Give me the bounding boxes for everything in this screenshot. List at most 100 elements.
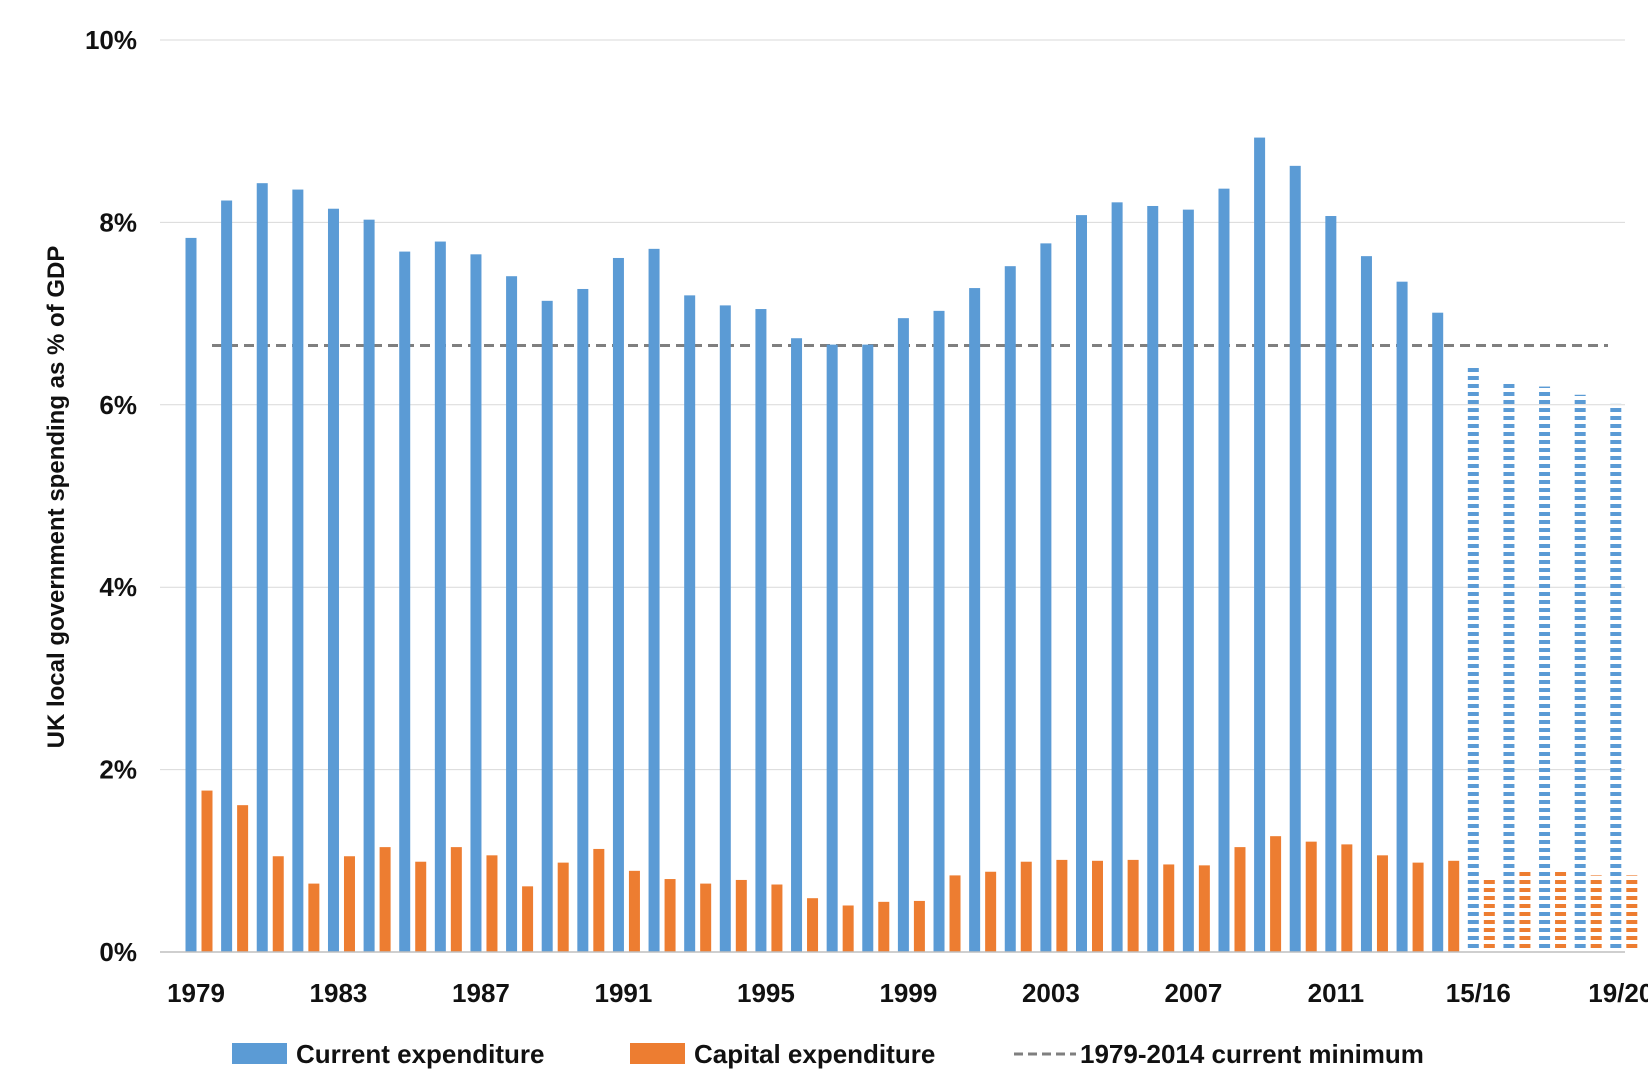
current-expenditure-bar-forecast — [1539, 386, 1551, 952]
current-expenditure-bar — [791, 338, 803, 952]
capital-expenditure-bar — [1341, 844, 1353, 952]
current-expenditure-bar — [933, 310, 945, 952]
legend-label-capital: Capital expenditure — [694, 1039, 935, 1069]
capital-expenditure-bar — [771, 884, 783, 952]
x-tick-label: 2007 — [1164, 978, 1222, 1008]
x-tick-label: 1983 — [310, 978, 368, 1008]
y-tick-label: 6% — [99, 390, 137, 420]
current-expenditure-bar-forecast — [1503, 381, 1515, 952]
capital-expenditure-bar — [1448, 860, 1460, 952]
capital-expenditure-bar — [985, 871, 997, 952]
current-expenditure-bar — [292, 189, 304, 952]
current-expenditure-bar — [256, 183, 268, 952]
current-expenditure-bar — [1396, 281, 1408, 952]
capital-expenditure-bar — [557, 862, 569, 952]
legend: Current expenditure Capital expenditure … — [232, 1039, 1424, 1069]
current-expenditure-bar — [577, 288, 589, 952]
capital-expenditure-bar — [450, 847, 462, 952]
capital-expenditure-bar — [735, 879, 747, 952]
legend-swatch-current — [232, 1043, 287, 1064]
capital-expenditure-bar — [237, 805, 249, 952]
capital-expenditure-bar — [343, 856, 355, 952]
current-expenditure-bar — [399, 251, 411, 953]
capital-expenditure-bar — [1127, 859, 1139, 952]
current-expenditure-bar — [1076, 215, 1087, 952]
capital-expenditure-bar-forecast — [1626, 875, 1638, 952]
x-tick-label: 1995 — [737, 978, 795, 1008]
capital-expenditure-bar-forecast — [1519, 869, 1531, 952]
x-tick-label: 2011 — [1308, 978, 1364, 1008]
x-tick-label: 1979 — [167, 978, 225, 1008]
capital-expenditure-bar-forecast — [1483, 876, 1495, 952]
current-expenditure-bar — [1004, 266, 1016, 952]
x-tick-label: 2003 — [1022, 978, 1080, 1008]
capital-expenditure-bar — [201, 790, 213, 952]
current-expenditure-bar — [1289, 165, 1301, 952]
current-expenditure-bar — [1040, 243, 1052, 953]
current-expenditure-bar-forecast — [1467, 367, 1479, 953]
capital-expenditure-bar — [1020, 861, 1032, 952]
capital-expenditure-bar — [1270, 836, 1282, 952]
current-expenditure-bar — [897, 318, 909, 952]
current-expenditure-bar — [1254, 137, 1266, 953]
current-expenditure-bar — [1360, 256, 1372, 952]
legend-label-reference: 1979-2014 current minimum — [1080, 1039, 1424, 1069]
capital-expenditure-bar — [1412, 862, 1424, 952]
legend-swatch-capital — [630, 1043, 685, 1064]
capital-expenditure-bar — [272, 856, 284, 952]
current-expenditure-bar — [185, 237, 197, 953]
current-expenditure-bar — [470, 254, 482, 952]
current-expenditure-bar — [648, 248, 660, 952]
capital-expenditure-bar — [807, 898, 819, 952]
current-expenditure-bar — [221, 200, 233, 953]
y-tick-label: 4% — [99, 572, 137, 602]
x-tick-label: 1991 — [595, 978, 653, 1008]
capital-expenditure-bar — [379, 847, 391, 952]
capital-expenditure-bar — [664, 879, 676, 952]
x-tick-label: 15/16 — [1446, 978, 1511, 1008]
capital-expenditure-bar — [593, 848, 605, 952]
capital-expenditure-bar — [1376, 855, 1388, 952]
capital-expenditure-bar — [1234, 847, 1246, 952]
axes: 0% 2% 4% 6% 8% 10% 1979 1983 1987 1991 1995 1999 200… — [85, 25, 1648, 1008]
capital-expenditure-bar — [415, 861, 427, 952]
current-expenditure-bar — [541, 300, 553, 952]
capital-expenditure-bar — [842, 905, 854, 952]
current-expenditure-bar — [434, 241, 446, 952]
current-expenditure-bar — [719, 305, 731, 953]
capital-expenditure-bar — [949, 875, 961, 952]
capital-expenditure-bar — [1305, 841, 1317, 952]
current-expenditure-bar — [1218, 188, 1230, 952]
bars — [185, 137, 1638, 953]
x-tick-label: 19/20 — [1588, 978, 1648, 1008]
legend-label-current: Current expenditure — [296, 1039, 545, 1069]
current-expenditure-bar — [363, 219, 375, 952]
capital-expenditure-bar — [700, 883, 712, 952]
capital-expenditure-bar — [878, 901, 890, 952]
capital-expenditure-bar-forecast — [1590, 875, 1602, 952]
capital-expenditure-bar-forecast — [1555, 869, 1567, 952]
current-expenditure-bar — [755, 309, 767, 952]
x-tick-label: 1987 — [452, 978, 510, 1008]
y-tick-label: 8% — [99, 207, 137, 237]
current-expenditure-bar-forecast — [1610, 403, 1622, 952]
capital-expenditure-bar — [308, 883, 320, 952]
current-expenditure-bar — [862, 344, 874, 952]
capital-expenditure-bar — [1163, 864, 1175, 952]
current-expenditure-bar — [684, 295, 696, 952]
capital-expenditure-bar — [522, 886, 534, 952]
capital-expenditure-bar — [1056, 859, 1068, 952]
capital-expenditure-bar — [1092, 860, 1103, 952]
current-expenditure-bar — [1432, 312, 1444, 952]
current-expenditure-bar — [1325, 216, 1337, 953]
current-expenditure-bar-forecast — [1574, 394, 1586, 952]
y-tick-label: 2% — [99, 755, 137, 785]
y-axis-title: UK local government spending as % of GDP — [43, 246, 70, 749]
y-tick-label: 0% — [99, 937, 137, 967]
current-expenditure-bar — [612, 257, 624, 952]
current-expenditure-bar — [327, 208, 339, 953]
current-expenditure-bar — [969, 288, 981, 953]
capital-expenditure-bar — [628, 870, 640, 952]
